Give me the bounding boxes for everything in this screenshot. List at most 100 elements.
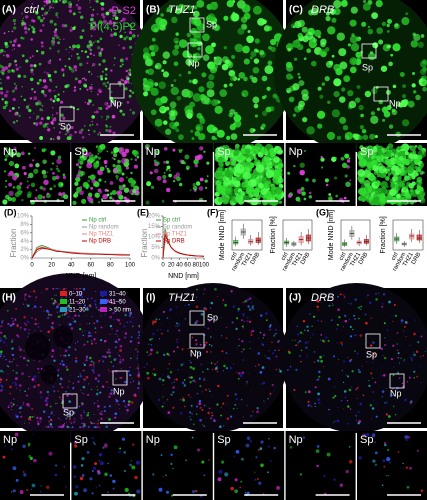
spot	[191, 336, 194, 339]
spot	[114, 412, 118, 416]
spot	[171, 16, 178, 24]
spot	[98, 472, 100, 475]
spot	[113, 11, 117, 15]
spot	[114, 340, 118, 344]
spot	[197, 154, 203, 160]
spot	[88, 331, 91, 335]
spot	[176, 346, 179, 349]
spot	[14, 381, 16, 384]
spot	[108, 354, 111, 358]
spot	[90, 342, 93, 345]
spot	[112, 479, 116, 484]
spot	[4, 445, 7, 448]
spot	[412, 72, 415, 75]
spot	[2, 199, 8, 205]
spot	[129, 45, 133, 49]
spot	[135, 460, 141, 465]
spot	[146, 363, 148, 365]
spot	[91, 120, 93, 123]
spot	[397, 451, 400, 454]
spot	[11, 347, 14, 350]
spot	[150, 51, 156, 57]
spot	[74, 191, 79, 195]
spot	[93, 366, 96, 369]
legend-entry: Sp ctrl	[163, 218, 180, 224]
spot	[249, 439, 253, 443]
spot	[180, 311, 182, 313]
spot	[47, 74, 52, 78]
spot	[63, 91, 65, 93]
roi-label: Sp	[207, 312, 218, 322]
spot	[105, 381, 108, 383]
spot	[274, 332, 277, 335]
spot	[147, 343, 150, 345]
spot	[77, 291, 79, 294]
spot	[28, 108, 32, 113]
spot	[68, 46, 71, 49]
spot	[32, 433, 34, 436]
spot	[11, 361, 13, 363]
spot	[189, 37, 194, 42]
spot	[320, 157, 325, 162]
spot	[62, 191, 66, 196]
spot	[90, 13, 95, 17]
spot	[81, 392, 83, 394]
spot	[77, 380, 80, 383]
spot	[110, 361, 113, 363]
spot	[20, 415, 23, 418]
spot	[321, 82, 325, 86]
spot	[114, 416, 117, 419]
spot	[69, 323, 72, 326]
spot	[367, 52, 376, 61]
spot	[34, 330, 36, 331]
spot	[112, 164, 116, 168]
spot	[194, 130, 201, 137]
spot	[179, 150, 182, 153]
spot	[211, 99, 218, 107]
spot	[269, 460, 272, 463]
spot	[51, 297, 53, 300]
spot	[129, 463, 132, 467]
spot	[422, 86, 427, 92]
spot	[70, 422, 73, 424]
spot	[34, 299, 36, 301]
spot	[14, 377, 18, 380]
spot	[152, 336, 155, 338]
spot	[420, 382, 422, 384]
spot	[248, 340, 251, 343]
spot	[113, 64, 115, 66]
spot	[117, 159, 121, 164]
spot	[130, 336, 133, 338]
spot	[79, 373, 81, 375]
spot	[406, 166, 414, 174]
spot	[377, 193, 382, 198]
spot	[32, 159, 35, 162]
spot	[99, 338, 103, 342]
spot	[11, 43, 16, 47]
spot	[172, 386, 175, 389]
spot	[359, 125, 365, 130]
spot	[81, 405, 83, 406]
spot	[236, 177, 240, 181]
spot	[169, 101, 177, 109]
x-tick-label: 20	[168, 263, 175, 269]
spot	[52, 40, 56, 44]
spot	[169, 359, 171, 361]
spot	[207, 13, 216, 22]
spot	[365, 160, 374, 169]
zoom-label: Sp	[217, 434, 230, 446]
spot	[338, 48, 347, 57]
spot	[203, 288, 206, 291]
spot	[22, 165, 26, 170]
spot	[277, 340, 280, 344]
roi-label: Np	[188, 58, 200, 68]
spot	[134, 367, 137, 370]
spot	[115, 17, 117, 19]
spot	[180, 149, 183, 151]
spot	[182, 398, 185, 402]
spot	[388, 475, 390, 477]
spot	[36, 416, 39, 419]
spot	[18, 408, 20, 410]
spot	[406, 485, 410, 489]
spot	[124, 87, 128, 91]
